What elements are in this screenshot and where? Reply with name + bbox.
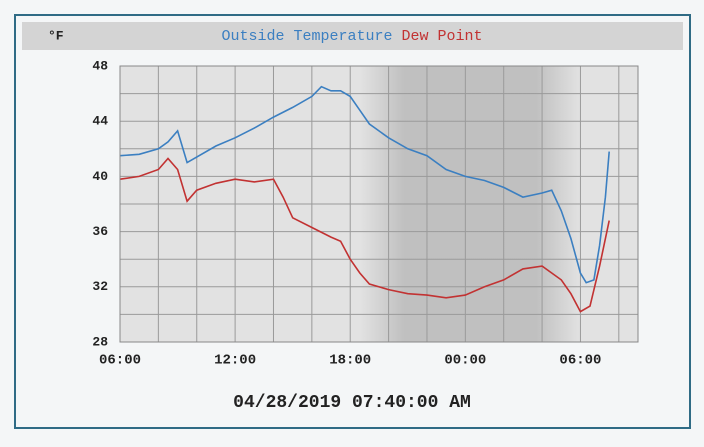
series-line [119, 85, 610, 284]
series-line [119, 157, 610, 313]
series [119, 85, 610, 313]
plot-border [119, 65, 639, 343]
x-tick-label: 06:00 [559, 353, 601, 369]
unit-label: °F [48, 28, 64, 43]
x-tick-label: 12:00 [214, 353, 256, 369]
y-tick-label: 36 [92, 224, 108, 239]
legend: Outside Temperature Dew Point [221, 28, 482, 45]
y-tick-label: 44 [92, 114, 108, 129]
timestamp: 04/28/2019 07:40:00 AM [233, 393, 471, 413]
y-tick-label: 28 [92, 334, 108, 349]
x-tick-label: 06:00 [99, 353, 141, 369]
header-bar [22, 22, 683, 50]
legend-entry: Dew Point [402, 28, 483, 45]
legend-entry: Outside Temperature [221, 28, 392, 45]
y-tick-label: 48 [92, 58, 108, 73]
axis-labels: 28 32 36 40 44 48 06:00 12:00 18:00 00:00 06:00 [92, 58, 601, 368]
legend: Outside Temperature Dew Point [221, 28, 482, 45]
y-tick-label: 32 [92, 279, 108, 294]
x-tick-label: 18:00 [329, 353, 371, 369]
x-tick-label: 00:00 [444, 353, 486, 369]
y-tick-label: 40 [92, 169, 108, 184]
